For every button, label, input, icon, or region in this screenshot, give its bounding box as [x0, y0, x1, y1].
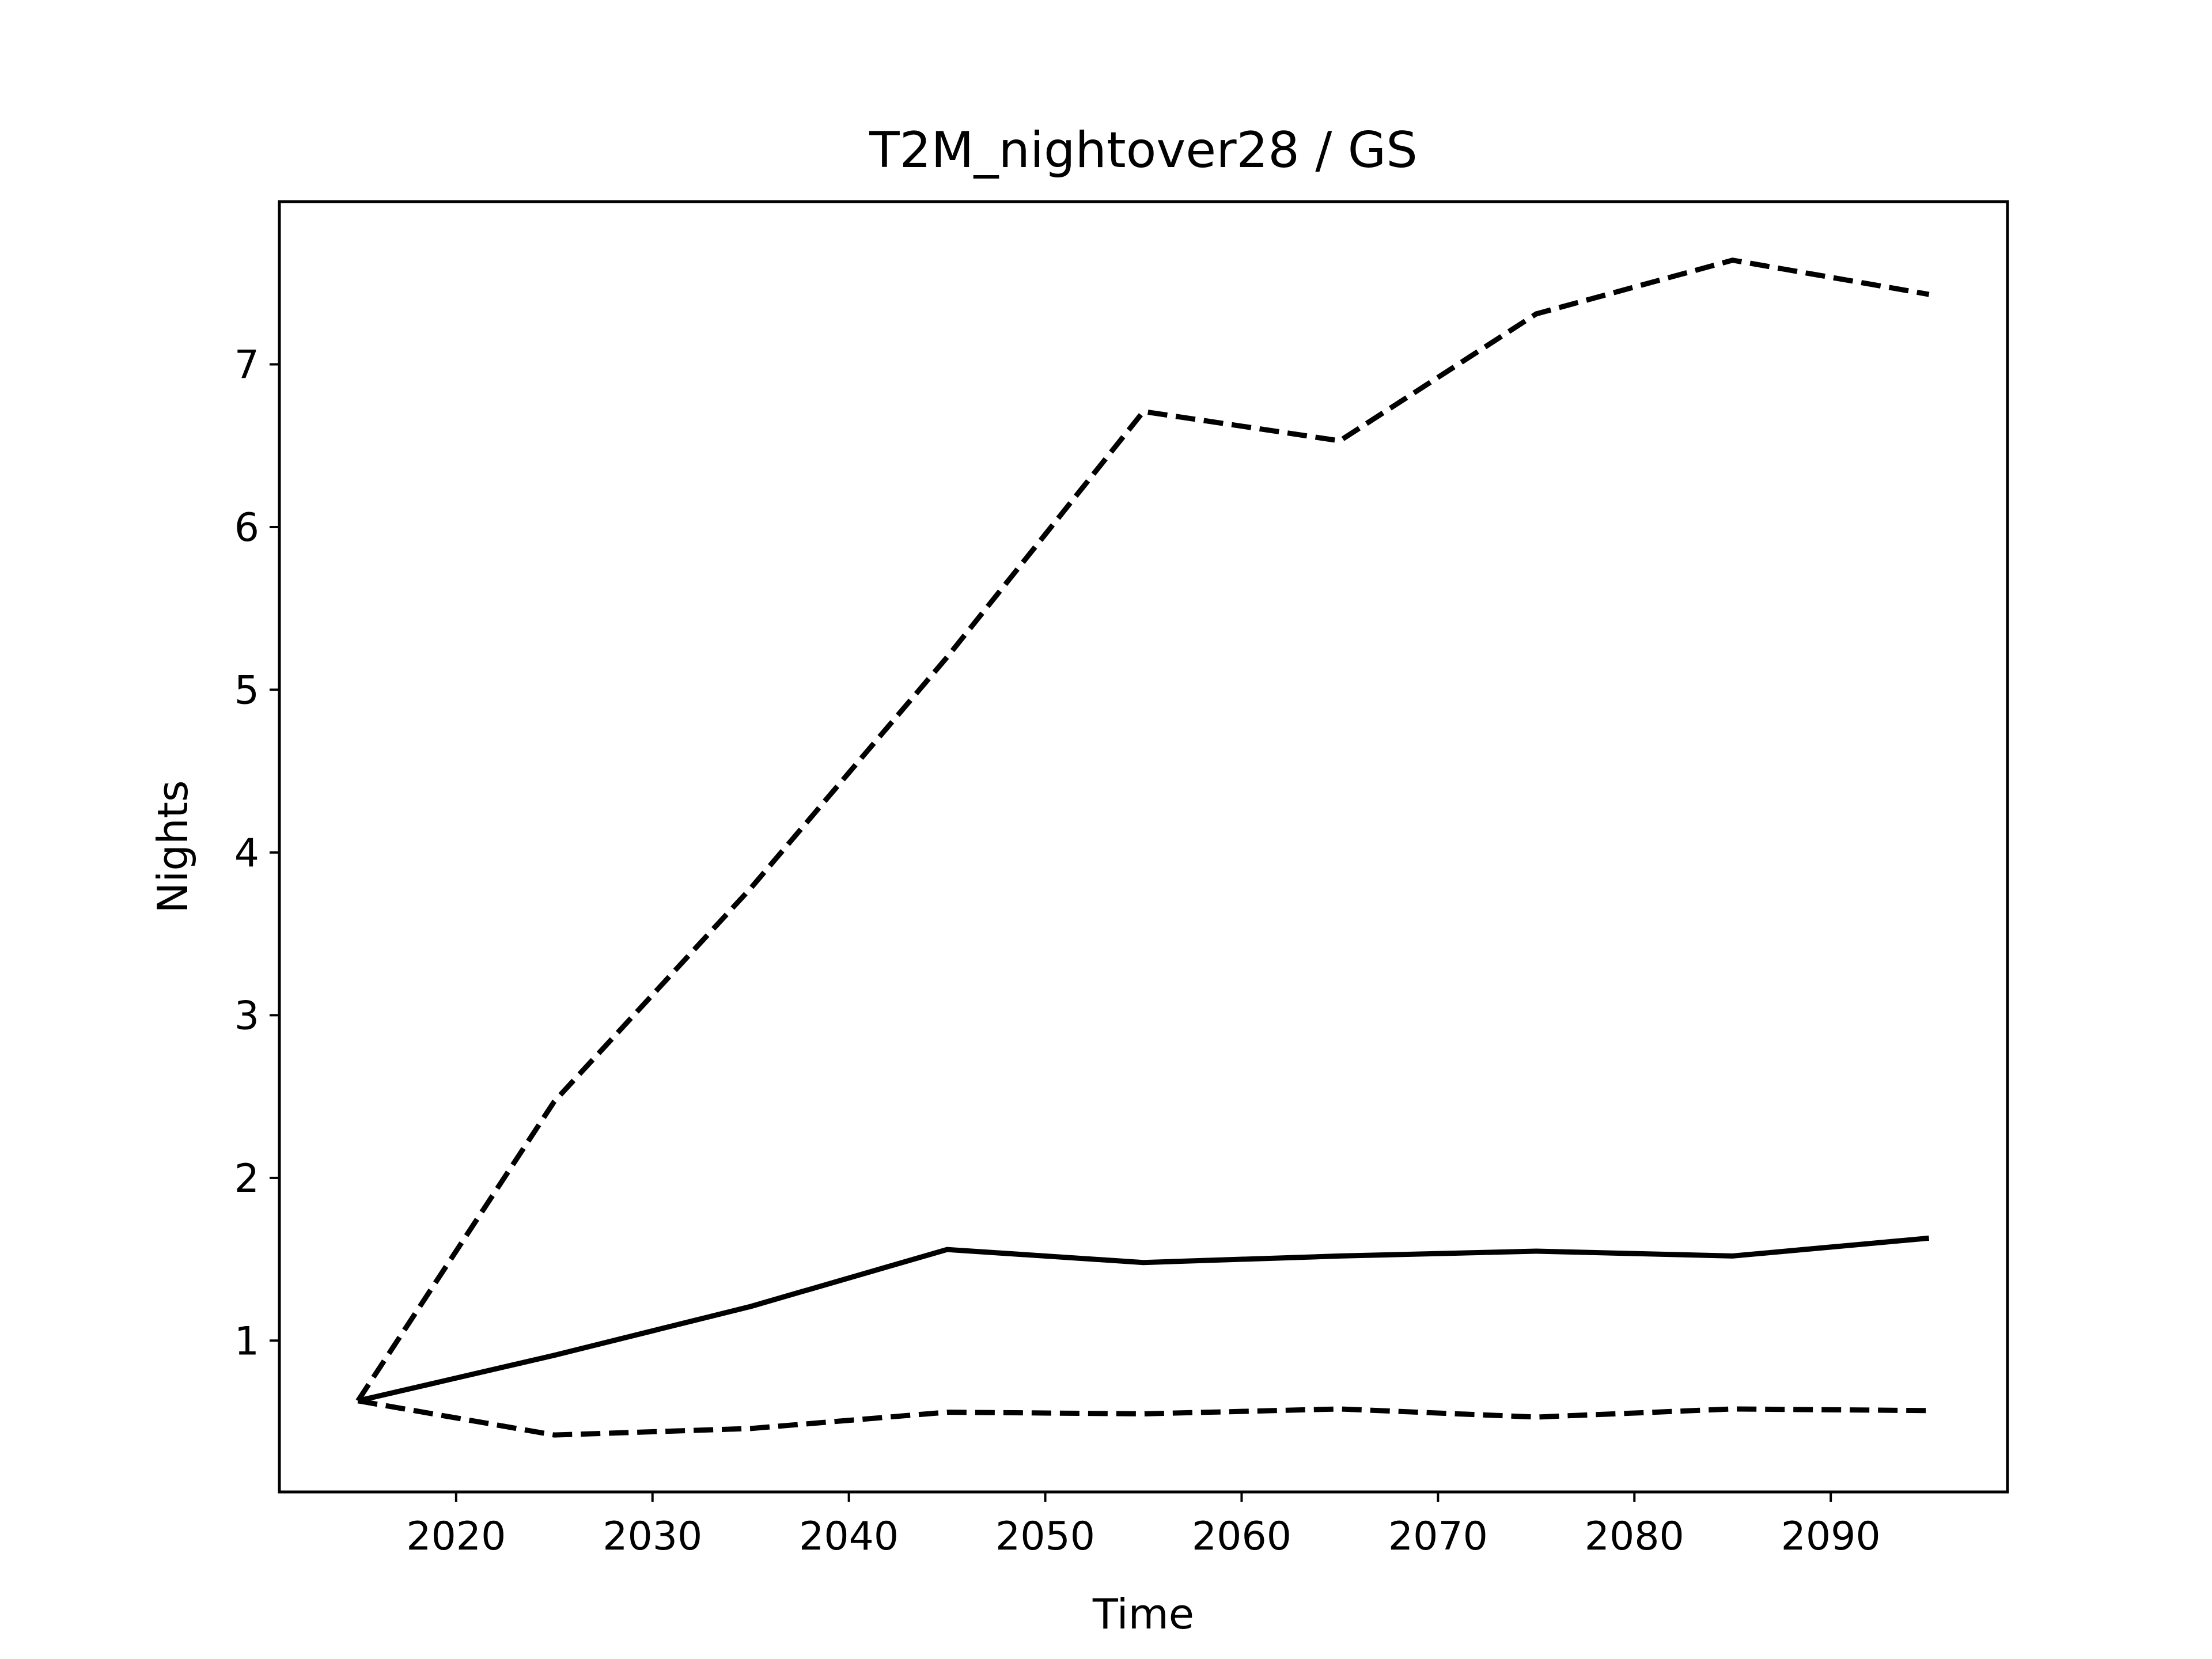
y-tick-label: 1: [234, 1319, 259, 1364]
x-tick-label: 2050: [995, 1514, 1095, 1559]
y-tick-label: 3: [234, 993, 259, 1039]
x-tick-label: 2060: [1192, 1514, 1291, 1559]
x-tick-label: 2020: [406, 1514, 506, 1559]
series-layer: [355, 257, 1930, 1438]
series-line-1: [357, 1235, 1930, 1404]
y-tick-label: 4: [234, 831, 259, 876]
x-tick-label: 2030: [603, 1514, 702, 1559]
y-tick-label: 5: [234, 668, 259, 713]
series-line-3: [357, 1398, 1929, 1438]
y-tick-label: 2: [234, 1156, 259, 1202]
x-tick-label: 2070: [1388, 1514, 1488, 1559]
x-tick-label: 2040: [799, 1514, 899, 1559]
x-axis-label: Time: [1092, 1590, 1194, 1638]
y-axis-label: Nights: [149, 781, 197, 914]
x-tick-label: 2080: [1585, 1514, 1684, 1559]
plot-frame: [278, 200, 2009, 1494]
x-tick-label: 2090: [1781, 1514, 1881, 1559]
series-line-2: [355, 257, 1930, 1403]
chart-title: T2M_nightover28 / GS: [869, 122, 1418, 179]
y-tick-label: 6: [234, 505, 259, 551]
y-axis: 1 2 3 4 5 6 7: [234, 342, 279, 1364]
x-axis: 2020 2030 2040 2050 2060 2070 2080 2090: [406, 1492, 1881, 1559]
y-tick-label: 7: [234, 342, 259, 388]
